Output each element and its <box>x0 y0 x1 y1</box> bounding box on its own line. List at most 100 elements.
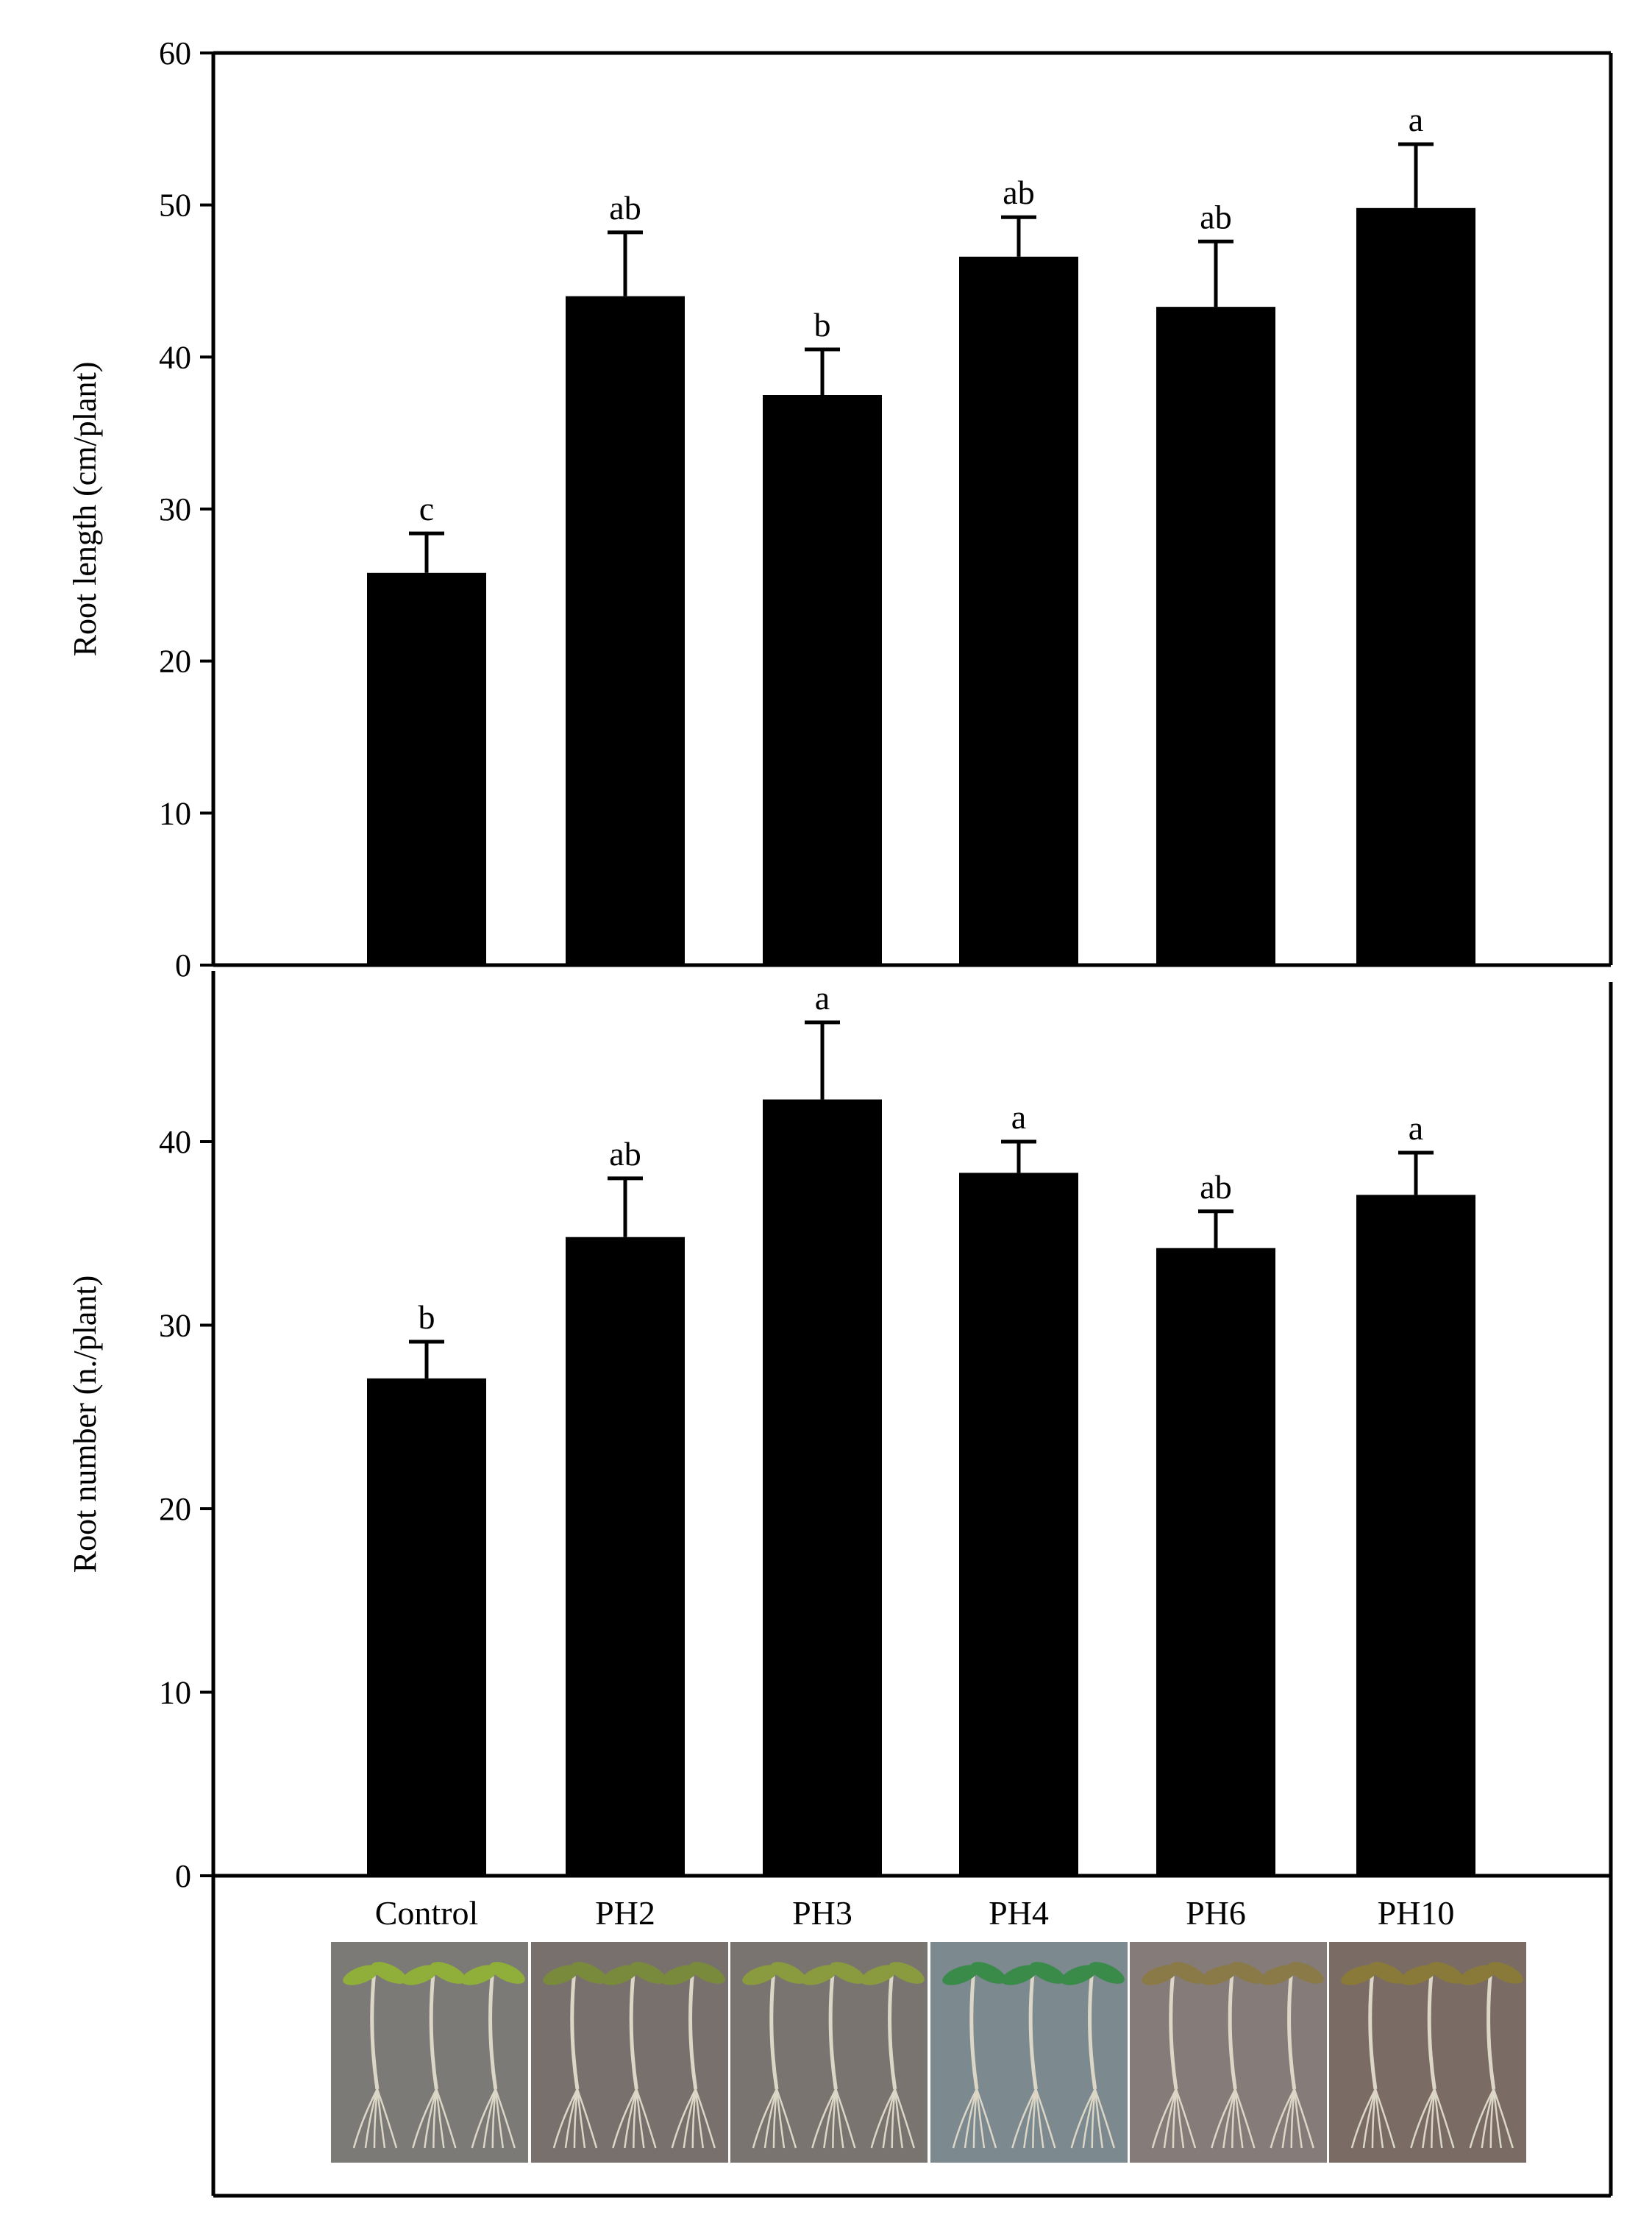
seedling-leaf <box>1030 1962 1066 1984</box>
seedling-root <box>491 2088 497 2149</box>
bottom-bar-ph6 <box>1156 1248 1275 1876</box>
seedling-leaf <box>430 1962 466 1984</box>
seedling-stem <box>1287 1971 1297 2090</box>
seedling-root <box>635 2088 657 2149</box>
bottom-bar-control <box>367 1378 486 1876</box>
seedling-root <box>964 2088 978 2149</box>
seedling-stem <box>1088 1971 1097 2090</box>
top-bar-ph3 <box>763 395 882 965</box>
top-y-axis-label: Root length (cm/plant) <box>67 362 103 657</box>
seedling-root <box>1035 2088 1056 2149</box>
seedling-root <box>1469 2088 1495 2149</box>
seedling-root <box>894 2088 915 2149</box>
seedling-root <box>1234 2088 1244 2149</box>
seedling-root <box>1222 2088 1236 2149</box>
seedling-leaf <box>1200 1965 1238 1985</box>
seedling-root <box>1434 2088 1455 2149</box>
seedling-root <box>823 2088 837 2149</box>
seedling-leaf <box>1229 1962 1265 1984</box>
seedling-root <box>832 2088 837 2149</box>
seedling-leaf <box>1142 1965 1178 1985</box>
seedling-root <box>352 2088 379 2149</box>
seedling-root <box>435 2088 445 2149</box>
seedling-root <box>1082 2088 1096 2149</box>
seedling-photos: Control PH2 PH3 PH4 PH6 PH10 <box>331 1894 1526 2163</box>
seedling-leaf <box>889 1962 925 1984</box>
seedling-root <box>364 2088 379 2149</box>
seedling-root <box>471 2088 496 2149</box>
seedling-stem <box>688 1971 698 2090</box>
seedling-root <box>694 2088 704 2149</box>
seedling-stem <box>888 1971 897 2090</box>
bottom-bars: b ab a a ab a <box>367 979 1475 1876</box>
seedling-root <box>1234 2088 1256 2149</box>
photo-label-ph4: PH4 <box>989 1894 1049 1932</box>
seedling-leaf <box>970 1962 1006 1984</box>
seedling-root <box>811 2088 837 2149</box>
seedling-leaf <box>489 1962 525 1984</box>
seedling-root <box>624 2088 638 2149</box>
seedling-leaf <box>689 1962 725 1984</box>
seedling-leaf <box>602 1965 639 1985</box>
seedling-root <box>1362 2088 1377 2149</box>
seedling-leaf <box>1061 1965 1097 1985</box>
seedling-root <box>1032 2088 1037 2149</box>
seedling-root <box>376 2088 398 2149</box>
top-significance-letter: b <box>814 306 831 344</box>
seedling-stem <box>1228 1971 1237 2090</box>
seedling-leaf <box>1089 1962 1125 1984</box>
photo-label-control: Control <box>375 1894 479 1932</box>
seedling-root <box>435 2088 457 2149</box>
seedling-root <box>1163 2088 1178 2149</box>
seedling-root <box>1374 2088 1384 2149</box>
seedling-leaf <box>861 1965 897 1985</box>
seedling-leaf <box>1001 1965 1039 1985</box>
bottom-significance-letter: b <box>419 1298 435 1336</box>
seedling-root <box>1175 2088 1197 2149</box>
seedling-root <box>870 2088 896 2149</box>
seedling-root <box>972 2088 978 2149</box>
seedling-root <box>1431 2088 1436 2149</box>
seedling-root <box>1023 2088 1037 2149</box>
seedling-root <box>975 2088 986 2149</box>
seedling-leaf <box>1169 1962 1206 1984</box>
seedling-root <box>882 2088 896 2149</box>
seedling-root <box>1211 2088 1236 2149</box>
top-ytick-label: 30 <box>159 491 191 527</box>
bottom-significance-letter: a <box>815 979 830 1017</box>
top-significance-letter: ab <box>1200 198 1231 235</box>
seedling-root <box>373 2088 379 2149</box>
seedling-stem <box>629 1971 638 2090</box>
seedling-root <box>683 2088 697 2149</box>
seedling-root <box>835 2088 844 2149</box>
seedling-leaf <box>801 1965 839 1985</box>
seedling-root <box>775 2088 786 2149</box>
seedling-leaf <box>543 1965 580 1985</box>
seedling-leaf <box>770 1962 806 1984</box>
bottom-y-axis-label: Root number (n./plant) <box>67 1276 103 1573</box>
seedling-root <box>1350 2088 1377 2149</box>
top-significance-letter: c <box>419 490 434 527</box>
seedling-root <box>1270 2088 1295 2149</box>
seedling-leaf <box>1428 1962 1464 1984</box>
seedling-stem <box>1368 1971 1378 2090</box>
bottom-bar-ph2 <box>566 1237 685 1876</box>
seedling-root <box>1422 2088 1436 2149</box>
top-bars: c ab b ab ab a <box>367 101 1475 966</box>
seedling-stem <box>769 1971 779 2090</box>
seedling-stem <box>370 1971 380 2090</box>
seedling-root <box>1492 2088 1514 2149</box>
seedling-photo-control <box>331 1942 528 2163</box>
seedling-root <box>1371 2088 1377 2149</box>
seedling-root <box>1290 2088 1296 2149</box>
seedling-photo-ph4 <box>930 1942 1128 2163</box>
bottom-ytick-label: 0 <box>175 1858 191 1894</box>
seedling-leaf <box>371 1962 407 1984</box>
seedling-root <box>835 2088 856 2149</box>
top-bar-ph4 <box>959 256 1078 965</box>
top-significance-letter: ab <box>609 189 641 227</box>
seedling-root <box>763 2088 778 2149</box>
seedling-leaf <box>461 1965 498 1985</box>
seedling-root <box>1094 2088 1115 2149</box>
seedling-root <box>483 2088 496 2149</box>
